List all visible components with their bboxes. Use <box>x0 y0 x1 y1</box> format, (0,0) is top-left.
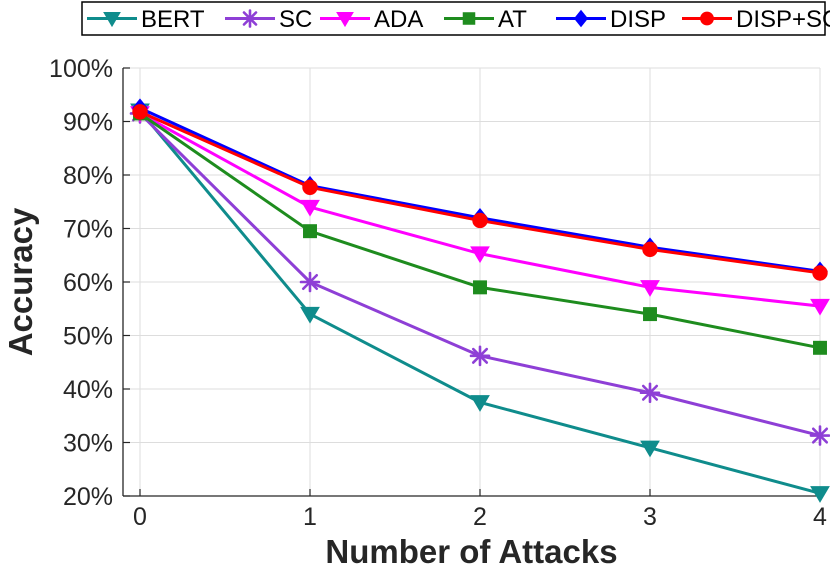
point-disp-sc <box>812 265 828 281</box>
y-tick-label: 50% <box>63 323 113 351</box>
asterisk-stroke <box>471 347 489 364</box>
point-bert <box>300 306 320 324</box>
legend-marker-bert <box>103 12 121 28</box>
x-tick-label: 0 <box>133 503 147 531</box>
tick-labels: 20% 30% 40% 50% 60% 70% 80% 90% 100% 0 1 2 3 4 <box>49 55 827 531</box>
point-at <box>303 224 317 239</box>
legend-marker-disp <box>573 9 589 28</box>
legend-label-disp: DISP <box>610 6 666 33</box>
y-tick-label: 90% <box>63 109 113 137</box>
legend-label-sc: SC <box>279 6 312 33</box>
point-ada <box>300 199 320 217</box>
legend-entry-disp: DISP <box>556 6 666 33</box>
legend-entry-sc: SC <box>225 6 312 33</box>
axes <box>122 67 821 497</box>
legend-entry-disp-sc: DISP+SC <box>682 6 830 33</box>
point-ada <box>640 280 660 297</box>
legend: BERT SC ADA AT DISP DISP+SC <box>81 1 830 36</box>
y-axis-title: Accuracy <box>2 207 39 356</box>
y-tick-label: 20% <box>63 483 113 511</box>
point-disp-sc <box>642 241 658 258</box>
legend-marker-ada <box>336 12 354 28</box>
grid <box>123 67 821 496</box>
legend-entry-bert: BERT <box>87 6 205 33</box>
legend-label-ada: ADA <box>374 6 423 33</box>
series-disp-sc <box>132 104 828 281</box>
x-axis-title: Number of Attacks <box>325 533 617 570</box>
legend-entry-at: AT <box>444 6 527 33</box>
point-disp-sc <box>132 104 148 120</box>
point-ada <box>470 246 490 264</box>
x-tick-label: 4 <box>813 503 827 531</box>
legend-label-bert: BERT <box>141 6 205 33</box>
point-bert <box>470 395 490 412</box>
y-tick-label: 60% <box>63 269 113 297</box>
point-sc <box>469 345 491 367</box>
point-sc <box>639 382 661 404</box>
legend-marker-sc <box>240 9 260 28</box>
y-tick-label: 40% <box>63 376 113 404</box>
point-bert <box>640 440 660 458</box>
asterisk-stroke <box>301 273 319 291</box>
y-tick-label: 80% <box>63 162 113 190</box>
legend-entry-ada: ADA <box>320 6 423 33</box>
point-sc <box>809 425 830 446</box>
asterisk-stroke <box>242 11 258 26</box>
y-tick-label: 70% <box>63 216 113 244</box>
asterisk-stroke <box>641 384 659 401</box>
x-tick-label: 3 <box>643 503 657 531</box>
point-disp-sc <box>472 212 488 229</box>
point-sc <box>299 271 321 293</box>
legend-marker-at <box>462 12 476 25</box>
x-tick-label: 2 <box>473 503 487 531</box>
asterisk-stroke <box>811 427 829 444</box>
legend-label-at: AT <box>498 6 527 33</box>
point-ada <box>810 298 830 316</box>
y-tick-label: 100% <box>49 55 113 83</box>
y-tick-label: 30% <box>63 430 113 458</box>
series-ada <box>130 106 830 316</box>
legend-marker-disp-sc <box>700 11 714 26</box>
point-at <box>473 280 487 295</box>
series-lines <box>129 98 830 503</box>
x-tick-label: 1 <box>303 503 317 531</box>
point-at <box>813 340 827 355</box>
point-disp-sc <box>302 179 318 196</box>
legend-label-disp-sc: DISP+SC <box>736 6 830 33</box>
point-bert <box>810 486 830 503</box>
point-at <box>643 307 657 322</box>
